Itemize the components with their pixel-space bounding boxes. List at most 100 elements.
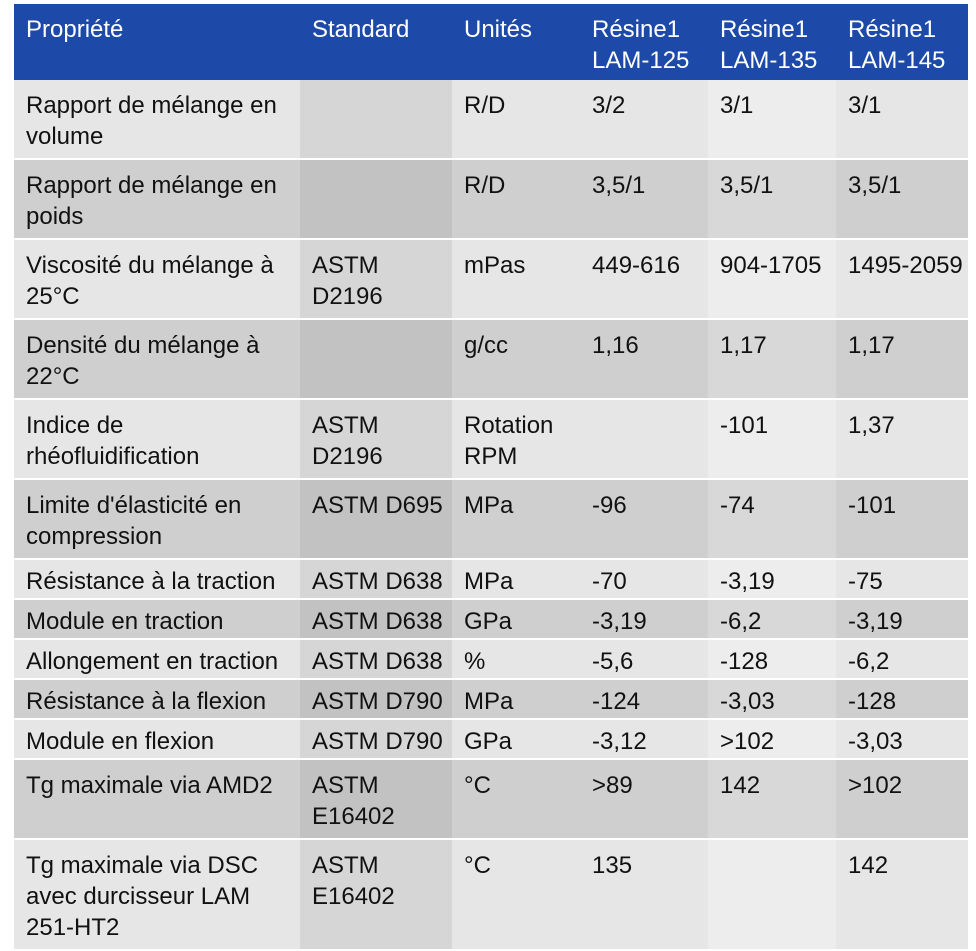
table-row: Allongement en traction ASTM D638 % -5,6… — [14, 640, 968, 680]
cell-units: GPa — [452, 720, 580, 760]
cell-property: Tg maximale via DSC avec durcisseur LAM … — [14, 840, 300, 951]
header-lam135-line2: LAM-135 — [720, 47, 818, 74]
cell-lam125: -70 — [580, 560, 708, 600]
cell-lam145: 1,17 — [836, 320, 968, 400]
cell-lam145: 1495-2059 — [836, 240, 968, 320]
cell-lam145: 1,37 — [836, 400, 968, 480]
header-lam135: Résine1 LAM-135 — [708, 4, 836, 80]
cell-lam145: -101 — [836, 480, 968, 560]
cell-property: Limite d'élasticité en compression — [14, 480, 300, 560]
cell-lam125: -5,6 — [580, 640, 708, 680]
table-row: Indice de rhéofluidification ASTM D2196 … — [14, 400, 968, 480]
cell-standard: ASTM D790 — [300, 680, 452, 720]
header-lam145: Résine1 LAM-145 — [836, 4, 968, 80]
cell-standard: ASTM D638 — [300, 560, 452, 600]
cell-units: R/D — [452, 160, 580, 240]
cell-property: Indice de rhéofluidification — [14, 400, 300, 480]
cell-units: Rotation RPM — [452, 400, 580, 480]
cell-lam125: -3,19 — [580, 600, 708, 640]
properties-table: Propriété Standard Unités Résine1 LAM-12… — [14, 4, 968, 951]
cell-lam135: -128 — [708, 640, 836, 680]
cell-lam125: >89 — [580, 760, 708, 840]
cell-standard: ASTM D695 — [300, 480, 452, 560]
cell-property: Module en traction — [14, 600, 300, 640]
cell-property: Viscosité du mélange à 25°C — [14, 240, 300, 320]
table-row: Rapport de mélange en volume R/D 3/2 3/1… — [14, 80, 968, 160]
cell-lam145: -3,03 — [836, 720, 968, 760]
cell-property: Résistance à la flexion — [14, 680, 300, 720]
cell-units: °C — [452, 840, 580, 951]
header-lam145-line2: LAM-145 — [848, 47, 946, 74]
cell-standard: ASTM D790 — [300, 720, 452, 760]
cell-standard: ASTM D638 — [300, 600, 452, 640]
cell-lam145: 3,5/1 — [836, 160, 968, 240]
cell-units: R/D — [452, 80, 580, 160]
table-row: Module en flexion ASTM D790 GPa -3,12 >1… — [14, 720, 968, 760]
table-row: Module en traction ASTM D638 GPa -3,19 -… — [14, 600, 968, 640]
cell-lam145: -75 — [836, 560, 968, 600]
cell-units: °C — [452, 760, 580, 840]
cell-standard: ASTM D638 — [300, 640, 452, 680]
table-row: Densité du mélange à 22°C g/cc 1,16 1,17… — [14, 320, 968, 400]
cell-lam135: 3/1 — [708, 80, 836, 160]
header-lam145-line1: Résine1 — [848, 16, 937, 43]
cell-lam145: >102 — [836, 760, 968, 840]
header-standard: Standard — [300, 4, 452, 80]
cell-units: MPa — [452, 560, 580, 600]
cell-standard — [300, 320, 452, 400]
cell-standard: ASTM D2196 — [300, 400, 452, 480]
cell-units: MPa — [452, 480, 580, 560]
cell-lam135: 1,17 — [708, 320, 836, 400]
cell-lam145: -6,2 — [836, 640, 968, 680]
cell-lam125: 1,16 — [580, 320, 708, 400]
cell-lam125: 449-616 — [580, 240, 708, 320]
cell-units: MPa — [452, 680, 580, 720]
cell-lam125: 135 — [580, 840, 708, 951]
table-row: Résistance à la traction ASTM D638 MPa -… — [14, 560, 968, 600]
table-row: Tg maximale via AMD2 ASTM E16402 °C >89 … — [14, 760, 968, 840]
cell-units: GPa — [452, 600, 580, 640]
cell-lam135: -101 — [708, 400, 836, 480]
cell-lam145: 3/1 — [836, 80, 968, 160]
cell-lam125: 3,5/1 — [580, 160, 708, 240]
table-header-row: Propriété Standard Unités Résine1 LAM-12… — [14, 4, 968, 80]
cell-lam135: 3,5/1 — [708, 160, 836, 240]
cell-units: mPas — [452, 240, 580, 320]
cell-lam135 — [708, 840, 836, 951]
header-lam135-line1: Résine1 — [720, 16, 809, 43]
cell-property: Module en flexion — [14, 720, 300, 760]
cell-property: Densité du mélange à 22°C — [14, 320, 300, 400]
cell-lam135: >102 — [708, 720, 836, 760]
cell-units: % — [452, 640, 580, 680]
cell-lam135: 142 — [708, 760, 836, 840]
cell-standard — [300, 80, 452, 160]
table-row: Rapport de mélange en poids R/D 3,5/1 3,… — [14, 160, 968, 240]
cell-lam135: -74 — [708, 480, 836, 560]
cell-property: Résistance à la traction — [14, 560, 300, 600]
cell-lam125: -3,12 — [580, 720, 708, 760]
cell-lam125: -124 — [580, 680, 708, 720]
header-lam125-line1: Résine1 — [592, 16, 681, 43]
cell-lam135: -6,2 — [708, 600, 836, 640]
cell-standard — [300, 160, 452, 240]
cell-lam135: -3,03 — [708, 680, 836, 720]
cell-property: Rapport de mélange en poids — [14, 160, 300, 240]
cell-lam135: -3,19 — [708, 560, 836, 600]
cell-property: Allongement en traction — [14, 640, 300, 680]
table-row: Tg maximale via DSC avec durcisseur LAM … — [14, 840, 968, 951]
cell-standard: ASTM E16402 — [300, 840, 452, 951]
cell-lam145: -3,19 — [836, 600, 968, 640]
header-units: Unités — [452, 4, 580, 80]
table-row: Limite d'élasticité en compression ASTM … — [14, 480, 968, 560]
cell-units: g/cc — [452, 320, 580, 400]
cell-standard: ASTM D2196 — [300, 240, 452, 320]
table-row: Viscosité du mélange à 25°C ASTM D2196 m… — [14, 240, 968, 320]
cell-lam145: -128 — [836, 680, 968, 720]
header-lam125-line2: LAM-125 — [592, 47, 690, 74]
cell-property: Rapport de mélange en volume — [14, 80, 300, 160]
cell-lam125: 3/2 — [580, 80, 708, 160]
table-row: Résistance à la flexion ASTM D790 MPa -1… — [14, 680, 968, 720]
header-lam125: Résine1 LAM-125 — [580, 4, 708, 80]
header-property: Propriété — [14, 4, 300, 80]
cell-lam125 — [580, 400, 708, 480]
